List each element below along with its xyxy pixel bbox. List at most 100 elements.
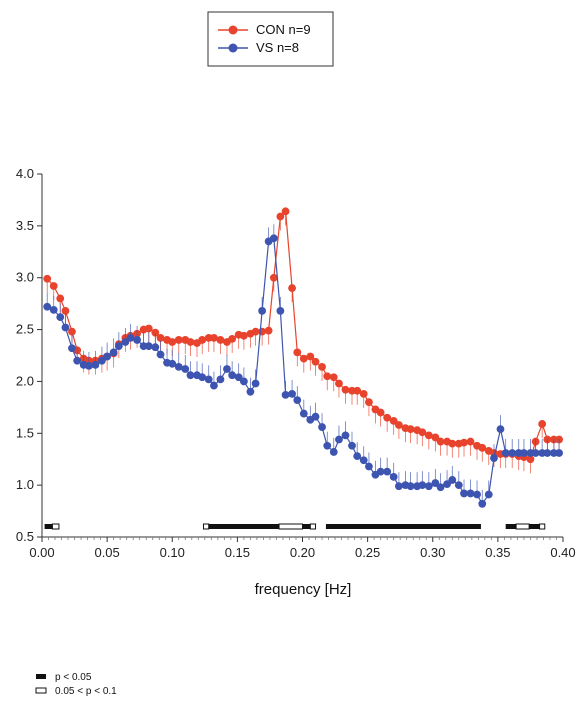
data-point-con-21 <box>168 338 177 346</box>
data-point-vs-63 <box>418 481 427 490</box>
data-point-con-35 <box>251 327 260 336</box>
data-point-con-44 <box>306 352 315 361</box>
data-point-con-19 <box>156 333 165 342</box>
data-point-con-28 <box>210 333 218 342</box>
series-vs <box>43 224 563 508</box>
data-point-vs-15 <box>133 336 141 344</box>
data-point-vs-18 <box>151 343 160 352</box>
x-tick-label-1: 0.05 <box>94 545 119 560</box>
data-point-vs-52 <box>353 452 362 461</box>
x-tick-label-5: 0.25 <box>355 545 380 560</box>
data-point-vs-73 <box>478 499 487 508</box>
data-point-vs-21 <box>168 359 177 368</box>
data-point-vs-53 <box>359 456 368 465</box>
data-point-vs-59 <box>394 482 403 491</box>
significance-bar <box>44 523 546 530</box>
sig-segment-9 <box>515 523 530 530</box>
data-point-vs-27 <box>204 375 213 384</box>
data-point-con-48 <box>329 373 338 382</box>
data-point-con-1 <box>49 282 58 290</box>
data-point-vs-50 <box>341 431 350 440</box>
data-point-vs-75 <box>490 454 498 463</box>
x-tick-label-8: 0.40 <box>550 545 575 560</box>
data-point-con-2 <box>56 294 65 303</box>
data-point-con-31 <box>228 335 237 343</box>
x-tick-label-3: 0.15 <box>225 545 250 560</box>
data-point-vs-71 <box>466 489 475 498</box>
series-con <box>43 207 563 474</box>
data-point-vs-74 <box>484 490 493 499</box>
sig-segment-7 <box>325 524 481 529</box>
data-point-vs-10 <box>103 352 112 361</box>
data-point-con-41 <box>288 284 296 292</box>
data-point-vs-48 <box>329 448 338 456</box>
data-point-vs-26 <box>198 373 207 382</box>
data-point-con-58 <box>389 416 398 425</box>
data-point-vs-67 <box>443 480 451 489</box>
data-point-vs-45 <box>311 412 320 421</box>
data-point-con-57 <box>383 413 392 422</box>
data-point-con-42 <box>293 348 302 357</box>
data-point-vs-0 <box>43 302 52 311</box>
data-point-con-73 <box>478 443 487 452</box>
legend-label-vs: VS n=8 <box>256 40 299 55</box>
data-point-vs-39 <box>276 307 285 315</box>
data-point-vs-11 <box>109 348 118 357</box>
data-point-vs-78 <box>508 449 517 457</box>
data-point-vs-14 <box>126 333 135 342</box>
legend-marker-con <box>228 25 238 35</box>
data-point-con-17 <box>144 324 153 333</box>
data-point-con-45 <box>311 357 320 366</box>
data-point-con-66 <box>436 437 445 446</box>
data-point-vs-57 <box>383 467 392 476</box>
legend: CON n=9 VS n=8 <box>207 11 334 67</box>
y-tick-label-6: 3.5 <box>16 218 34 233</box>
data-point-vs-38 <box>269 234 278 243</box>
data-point-vs-9 <box>98 356 106 365</box>
data-point-con-3 <box>61 307 70 315</box>
sig-segment-3 <box>208 524 280 529</box>
data-point-con-50 <box>341 385 350 394</box>
data-point-vs-28 <box>210 381 218 390</box>
data-point-con-56 <box>376 408 385 417</box>
data-point-vs-84 <box>543 449 552 457</box>
data-point-vs-32 <box>234 373 243 382</box>
data-point-vs-61 <box>406 482 415 491</box>
data-point-vs-46 <box>318 423 326 431</box>
data-point-vs-80 <box>520 449 528 457</box>
y-tick-label-1: 1.0 <box>16 477 34 492</box>
sig-segment-6 <box>309 523 317 530</box>
data-point-vs-69 <box>454 481 463 490</box>
series-line-vs <box>46 237 560 505</box>
y-tick-label-7: 4.0 <box>16 166 34 181</box>
legend-item-vs: VS n=8 <box>218 40 299 55</box>
data-point-vs-42 <box>293 396 302 404</box>
plot-area <box>43 207 563 508</box>
data-point-vs-35 <box>251 379 260 388</box>
legend-marker-vs <box>228 43 238 53</box>
significance-legend: p < 0.05 0.05 < p < 0.1 <box>35 672 117 697</box>
data-point-vs-43 <box>299 409 308 418</box>
data-point-con-71 <box>466 437 475 446</box>
data-point-vs-65 <box>431 479 440 487</box>
x-axis-label: frequency [Hz] <box>255 581 352 598</box>
data-point-vs-31 <box>228 371 237 380</box>
x-tick-label-2: 0.10 <box>160 545 185 560</box>
data-point-vs-5 <box>73 356 82 365</box>
sig-legend-filled-label: p < 0.05 <box>55 672 92 683</box>
data-point-con-63 <box>418 428 427 437</box>
data-point-con-64 <box>424 431 433 440</box>
data-point-con-40 <box>281 207 290 216</box>
legend-box <box>207 11 334 67</box>
data-point-con-29 <box>216 336 225 344</box>
sig-segment-2 <box>203 523 210 530</box>
data-point-vs-68 <box>448 476 457 484</box>
data-point-vs-19 <box>156 350 165 359</box>
y-tick-label-3: 2.0 <box>16 373 34 388</box>
data-point-vs-30 <box>223 365 231 373</box>
data-point-con-52 <box>353 386 362 395</box>
data-point-vs-8 <box>91 360 100 369</box>
data-point-con-70 <box>460 438 468 447</box>
y-tick-label-0: 0.5 <box>16 529 34 544</box>
